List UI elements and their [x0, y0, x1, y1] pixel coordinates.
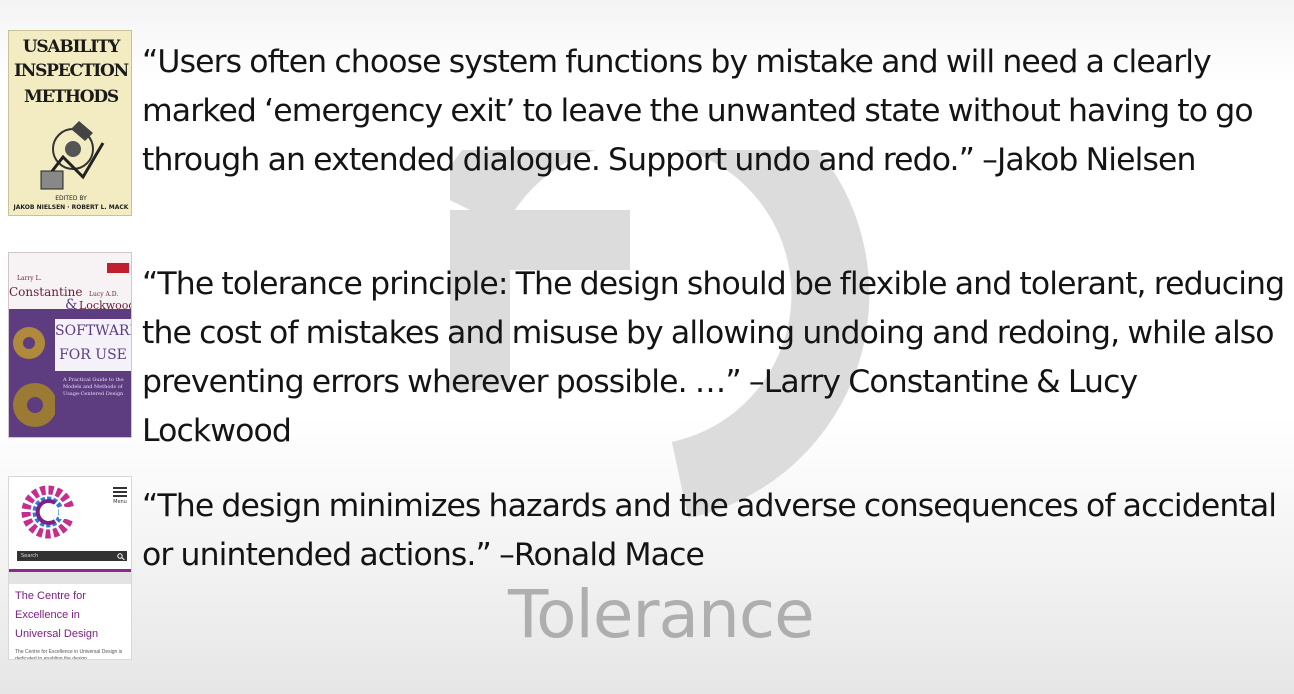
cud-intro-text: The Centre for Excellence in Universal D… [15, 649, 123, 660]
book2-author2-last: Lockwood [79, 299, 132, 312]
cud-heading-line1: The Centre for [15, 590, 86, 602]
quote-nielsen: “Users often choose system functions by … [142, 44, 1254, 178]
menu-label: Menu [113, 499, 127, 505]
book2-author1-last: Constantine [9, 285, 83, 299]
book1-editors: JAKOB NIELSEN · ROBERT L. MACK [13, 204, 129, 211]
cud-website-thumbnail: Menu Search The Centre for Excellence in… [8, 476, 132, 660]
software-for-use-cover: Larry L. Constantine Lucy A.D. & Lockwoo… [8, 252, 132, 438]
book1-edited-by: EDITED BY [55, 195, 87, 202]
gear-icon [13, 327, 55, 427]
quote-constantine-lockwood: “The tolerance principle: The design sho… [142, 266, 1285, 449]
search-icon [117, 553, 125, 560]
usability-inspection-methods-cover: USABILITY INSPECTION METHODS EDITED BY J… [8, 30, 132, 216]
book1-title-line2: INSPECTION [14, 61, 129, 81]
cud-logo-icon [21, 485, 75, 539]
book1-title-line3: METHODS [24, 87, 119, 107]
hamburger-menu-icon [113, 487, 127, 497]
quote-mace: “The design minimizes hazards and the ad… [142, 488, 1277, 573]
nav-grey-bar [9, 572, 131, 584]
book2-author1-first: Larry L. [17, 275, 42, 282]
book1-illustration-icon [40, 121, 105, 190]
cud-heading-line3: Universal Design [15, 628, 99, 640]
book1-title-line1: USABILITY [22, 37, 121, 57]
book2-subtitle: A Practical Guide to the Models and Meth… [63, 377, 124, 397]
cud-heading: The Centre for Excellence in Universal D… [15, 587, 129, 644]
background-title: Tolerance [508, 576, 815, 653]
cud-heading-line2: Excellence in [15, 609, 80, 621]
book2-title-line2: FOR USE [59, 347, 127, 363]
search-input: Search [17, 551, 127, 561]
book2-author2-first: Lucy A.D. [89, 291, 119, 298]
book2-title-box: SOFTWARE FOR USE [55, 319, 131, 371]
nav-accent-bar [9, 569, 131, 572]
book2-badge [107, 263, 129, 273]
book2-title-line1: SOFTWARE [55, 323, 132, 339]
undo-arrow-icon [450, 150, 870, 519]
